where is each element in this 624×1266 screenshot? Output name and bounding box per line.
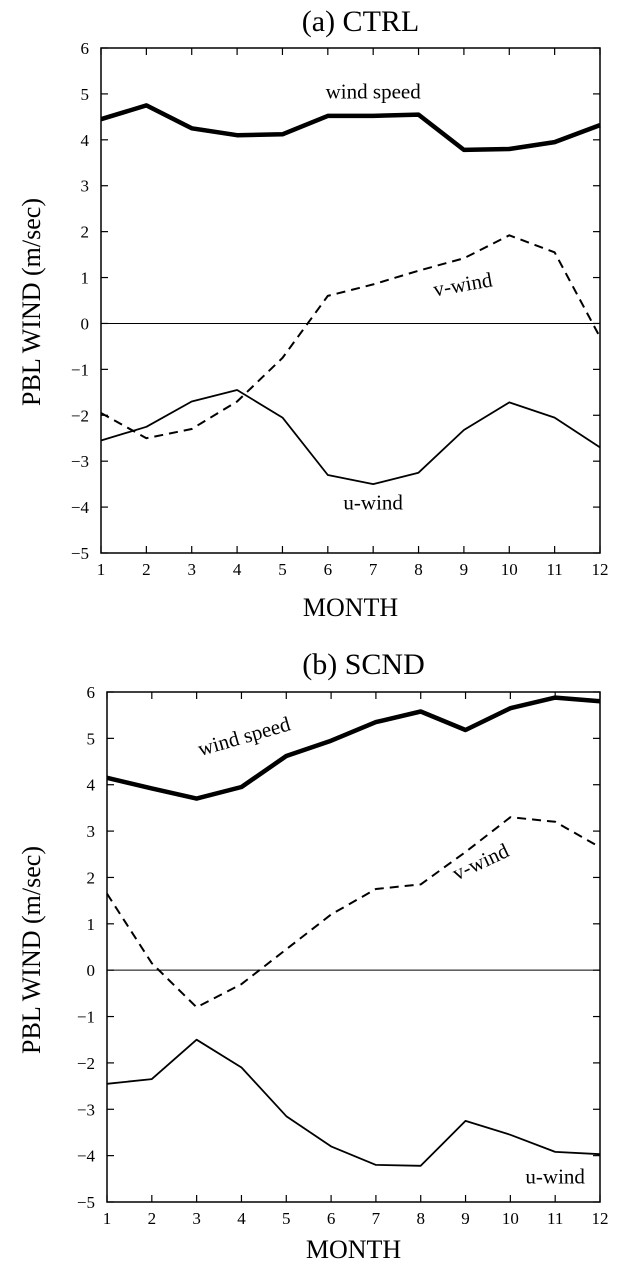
x-tick-label: 4 (233, 560, 242, 579)
v-wind-series-line (106, 816, 601, 1009)
u-wind-series-line (100, 389, 601, 486)
y-tick-label: −1 (77, 1008, 95, 1027)
x-tick-label: 12 (592, 560, 609, 579)
y-tick-label: −4 (77, 1147, 96, 1166)
y-axis-title: PBL WIND (m/sec) (17, 846, 46, 1054)
x-tick-label: 9 (461, 1209, 470, 1228)
wind-speed-series-line (106, 695, 601, 801)
plot-frame (106, 691, 601, 1203)
x-tick-label: 10 (502, 1209, 519, 1228)
y-tick-label: 0 (87, 961, 96, 980)
series-label: v-wind (431, 267, 494, 301)
x-tick-label: 11 (547, 1209, 563, 1228)
x-tick-label: 4 (237, 1209, 246, 1228)
x-tick-label: 9 (460, 560, 469, 579)
y-tick-label: 6 (87, 683, 96, 702)
y-tick-label: −2 (77, 1054, 95, 1073)
series-label: u-wind (343, 490, 403, 514)
x-tick-label: 8 (414, 560, 423, 579)
x-tick-label: 8 (416, 1209, 425, 1228)
series-label: u-wind (525, 1164, 585, 1188)
y-tick-label: 3 (81, 177, 90, 196)
x-tick-label: 1 (97, 560, 106, 579)
y-tick-label: 3 (87, 822, 96, 841)
y-tick-label: 5 (87, 729, 96, 748)
y-tick-label: 4 (87, 776, 96, 795)
y-tick-label: 4 (81, 131, 90, 150)
y-tick-label: 1 (81, 269, 90, 288)
panel-title: (a) CTRL (302, 5, 419, 38)
x-tick-label: 1 (103, 1209, 112, 1228)
y-tick-label: −5 (77, 1193, 95, 1212)
y-tick-label: −2 (71, 406, 89, 425)
y-tick-label: 1 (87, 915, 96, 934)
y-tick-label: −1 (71, 360, 89, 379)
x-tick-label: 6 (327, 1209, 336, 1228)
x-tick-label: 6 (324, 560, 333, 579)
y-tick-label: −4 (71, 498, 90, 517)
y-axis-title: PBL WIND (m/sec) (17, 198, 46, 406)
series-label: wind speed (326, 80, 422, 104)
x-tick-label: 7 (372, 1209, 381, 1228)
y-tick-label: 6 (81, 39, 90, 58)
y-tick-label: 2 (87, 868, 96, 887)
x-tick-label: 3 (192, 1209, 201, 1228)
y-tick-label: 5 (81, 85, 90, 104)
x-tick-label: 2 (142, 560, 151, 579)
wind-speed-series-line (100, 103, 601, 153)
series-label: v-wind (448, 838, 513, 885)
y-tick-label: 2 (81, 223, 90, 242)
y-tick-label: −5 (71, 544, 89, 563)
y-tick-label: −3 (71, 452, 89, 471)
x-tick-label: 5 (282, 1209, 291, 1228)
x-axis-title: MONTH (303, 593, 399, 622)
series-label: wind speed (195, 711, 293, 760)
x-tick-label: 10 (501, 560, 518, 579)
u-wind-series-line (106, 1038, 601, 1167)
x-tick-label: 2 (148, 1209, 157, 1228)
x-tick-label: 3 (187, 560, 196, 579)
x-tick-label: 5 (278, 560, 287, 579)
v-wind-series-line (100, 234, 601, 440)
x-tick-label: 11 (546, 560, 562, 579)
panel-title: (b) SCND (302, 648, 425, 681)
y-tick-label: 0 (81, 314, 90, 333)
plot-frame (100, 47, 601, 554)
y-tick-label: −3 (77, 1100, 95, 1119)
x-tick-label: 7 (369, 560, 378, 579)
x-axis-title: MONTH (306, 1235, 402, 1264)
x-tick-label: 12 (592, 1209, 609, 1228)
